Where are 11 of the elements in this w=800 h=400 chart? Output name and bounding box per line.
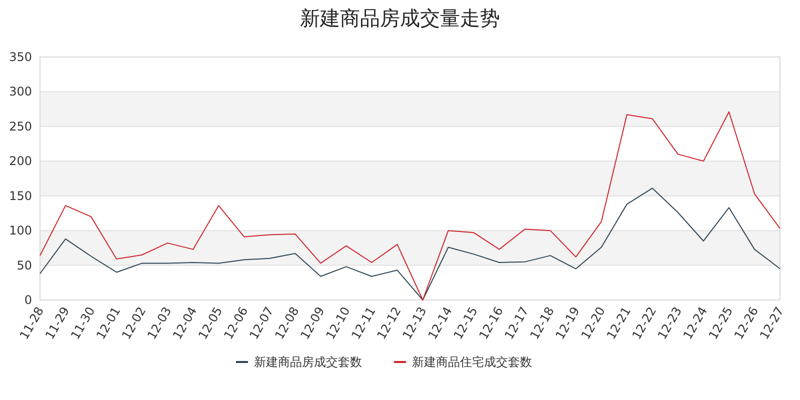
legend-label: 新建商品住宅成交套数 xyxy=(412,355,532,369)
y-tick-label: 150 xyxy=(9,188,32,203)
chart-title: 新建商品房成交量走势 xyxy=(300,6,500,30)
y-tick-label: 300 xyxy=(9,84,32,99)
y-tick-label: 350 xyxy=(9,50,32,64)
y-tick-label: 100 xyxy=(9,224,32,238)
y-tick-label: 50 xyxy=(16,258,32,272)
y-tick-label: 250 xyxy=(9,119,32,134)
legend-label: 新建商品房成交套数 xyxy=(254,355,362,369)
y-tick-label: 200 xyxy=(9,154,32,168)
y-tick-label: 0 xyxy=(24,293,32,307)
